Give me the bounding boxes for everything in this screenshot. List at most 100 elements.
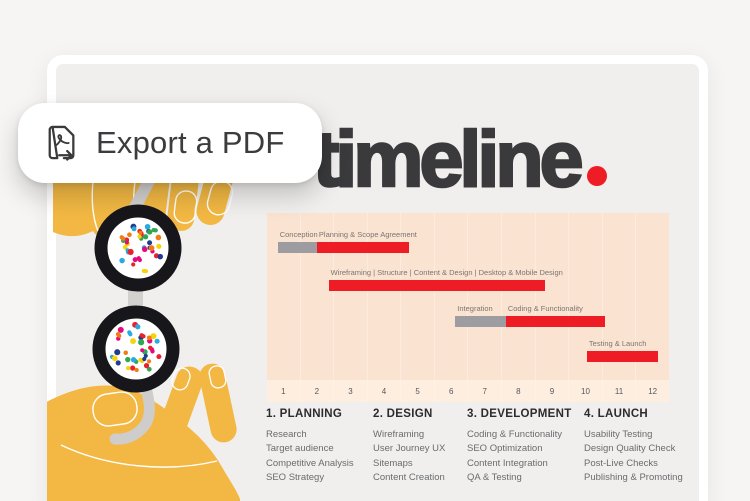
axis-tick-label: 4 (368, 380, 402, 402)
confetti-dot (115, 332, 122, 338)
gantt-column (267, 213, 301, 380)
confetti-dot (141, 268, 149, 274)
phase-item: Usability Testing (584, 429, 653, 440)
phase-column: 4. LAUNCH Usability Testing Design Quality… (584, 408, 683, 485)
confetti-dot (143, 363, 150, 369)
phase-item-list: Coding & Functionality SEO Optimization Co… (467, 428, 572, 485)
gantt-bar-label: Planning & Scope Agreement (318, 230, 417, 239)
phase-item: SEO Strategy (266, 471, 325, 483)
confetti-dot (141, 246, 148, 253)
phase-item: SEO Optimization (467, 443, 543, 455)
confetti-dot (142, 356, 147, 362)
confetti-dot (146, 359, 152, 364)
phase-column: 2. DESIGN Wireframing User Journey UX Sitem… (373, 408, 445, 485)
gantt-chart: Conception Planning & Scope Agreement Wire… (267, 213, 669, 402)
confetti-glasses (92, 204, 182, 393)
glasses-lens-top (94, 204, 182, 292)
glasses-lens-bottom (92, 305, 180, 393)
confetti-dot (148, 345, 153, 350)
phase-item: Publishing & Promoting (584, 471, 683, 483)
phase-item-list: Wireframing User Journey UX Sitemaps Conten… (373, 428, 445, 485)
confetti-dot (124, 240, 129, 245)
phase-column: 1. PLANNING Research Target audience Compet… (266, 408, 354, 485)
gantt-bar-red (505, 316, 605, 327)
phase-item: Sitemaps (373, 457, 413, 469)
confetti-dot (137, 234, 142, 239)
gantt-bar-gray (277, 242, 317, 253)
confetti-dots-top (119, 223, 164, 274)
phase-item: Competitive Analysis (266, 457, 354, 469)
axis-tick-label: 10 (569, 380, 603, 402)
gantt-column (401, 213, 435, 380)
confetti-dot (154, 338, 160, 344)
phase-heading: 2. DESIGN (373, 408, 433, 420)
confetti-dot (150, 333, 157, 340)
phase-item-list: Research Target audience Competitive Analy… (266, 428, 354, 485)
confetti-dot (130, 338, 136, 344)
poster-title: timeline (312, 118, 607, 199)
axis-tick-label: 7 (468, 380, 503, 402)
gantt-column (502, 213, 536, 380)
axis-tick-label: 12 (648, 386, 658, 396)
confetti-dot (143, 353, 148, 358)
confetti-dot (144, 223, 151, 230)
gantt-bar-red (328, 280, 546, 291)
gantt-column (300, 213, 335, 380)
confetti-dot (127, 248, 134, 256)
phase-heading: 4. LAUNCH (584, 408, 649, 420)
phase-item: Research (266, 429, 307, 440)
confetti-dot (130, 357, 137, 363)
confetti-dot (132, 257, 138, 263)
confetti-dot (135, 324, 141, 330)
confetti-dot (123, 350, 128, 355)
gantt-bar-red (586, 351, 658, 362)
phase-item: Content Integration (467, 457, 548, 469)
gantt-column (367, 213, 402, 380)
confetti-dot (119, 257, 125, 264)
confetti-dot (139, 333, 146, 339)
glasses-temple-bottom (109, 375, 155, 445)
gantt-bar-label: Integration (457, 304, 493, 313)
poster-title-text: timeline (312, 114, 585, 203)
confetti-dot (155, 234, 162, 241)
confetti-dot (125, 356, 131, 363)
confetti-dots-bottom (109, 321, 162, 373)
phase-item: Target audience (266, 443, 334, 455)
confetti-dot (156, 354, 162, 360)
confetti-dot (156, 243, 162, 249)
gantt-bar-label: Conception (279, 230, 318, 239)
gantt-column (535, 213, 570, 380)
title-accent-dot (586, 166, 607, 186)
gantt-column (434, 213, 469, 380)
confetti-dot (136, 256, 143, 263)
confetti-dot (127, 232, 132, 238)
gantt-bar-gray (455, 316, 506, 327)
confetti-dot (134, 367, 139, 373)
gantt-bar-label: Testing & Launch (588, 339, 647, 348)
axis-tick-label: 5 (401, 380, 435, 402)
gantt-bar-label: Coding & Functionality (507, 304, 583, 313)
confetti-dot (148, 245, 155, 251)
gantt-bar-label: Wireframing | Structure | Content & Desi… (330, 268, 563, 277)
confetti-dot (131, 262, 136, 267)
export-pdf-button[interactable]: Export a PDF (18, 103, 323, 183)
confetti-dot (117, 326, 124, 333)
phase-item: Wireframing (373, 429, 425, 440)
confetti-dot (114, 349, 121, 356)
pdf-export-icon (48, 125, 75, 161)
confetti-dot (126, 366, 131, 371)
phase-heading: 1. PLANNING (266, 408, 343, 420)
confetti-dot (142, 234, 149, 240)
axis-tick-label: 11 (603, 380, 637, 402)
confetti-dot (119, 235, 126, 241)
axis-tick-label: 2 (301, 380, 335, 402)
phase-item: QA & Testing (467, 471, 522, 483)
glasses-bridge (128, 287, 143, 309)
phase-item: Post-Live Checks (584, 457, 658, 469)
confetti-dot (151, 227, 158, 233)
confetti-dot (138, 230, 143, 235)
confetti-dot (147, 240, 153, 246)
confetti-dot (130, 365, 136, 371)
axis-tick-label: 9 (536, 380, 570, 402)
